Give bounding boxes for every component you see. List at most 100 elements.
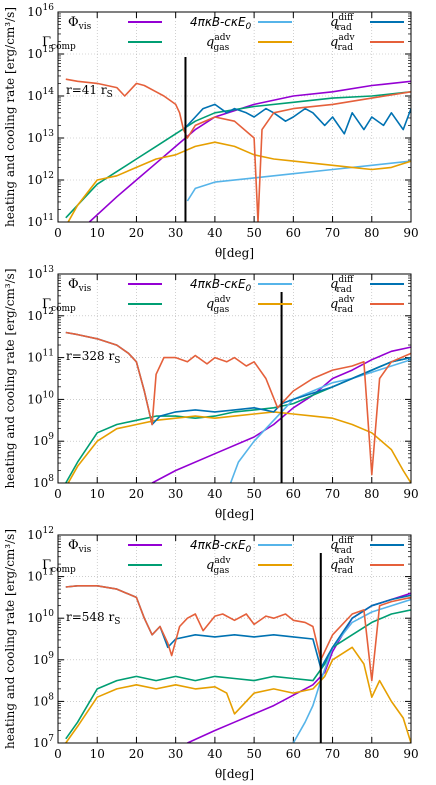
series-line-vis xyxy=(88,80,411,222)
legend-label-qadv: qadv rad xyxy=(330,295,355,315)
x-tick-label: 0 xyxy=(54,747,62,761)
y-axis-label: heating and cooling rate [erg/cm³/s] xyxy=(3,269,17,489)
chart-panel-1: 0 10 20 30 40 50 60 70 80 90 1011 1012 1013 1014 1015 1… xyxy=(3,3,419,260)
grid xyxy=(58,12,411,222)
x-tick-label: 60 xyxy=(286,747,301,761)
legend-label-qdiff: qdiff rad xyxy=(330,275,354,295)
series-line-vis xyxy=(151,346,411,483)
x-tick-label: 80 xyxy=(364,747,379,761)
x-tick-label: 40 xyxy=(207,487,222,501)
y-tick-label: 109 xyxy=(33,432,54,448)
y-tick-label: 1015 xyxy=(27,45,54,61)
y-tick-label: 1010 xyxy=(27,390,54,406)
x-tick-label: 30 xyxy=(168,487,183,501)
x-tick-label: 50 xyxy=(246,487,261,501)
y-tick-label: 107 xyxy=(33,734,54,750)
x-tick-label: 60 xyxy=(286,226,301,240)
x-tick-label: 50 xyxy=(246,226,261,240)
x-tick-label: 40 xyxy=(207,226,222,240)
series-line-qgas xyxy=(67,141,411,222)
plot-frame xyxy=(57,11,412,223)
x-axis-label: θ[deg] xyxy=(215,507,254,521)
series-line-rad xyxy=(292,598,411,743)
x-tick-label: 0 xyxy=(54,487,62,501)
series-group xyxy=(65,584,411,743)
x-tick-label: 90 xyxy=(403,747,418,761)
x-tick-label: 70 xyxy=(325,226,340,240)
plot-frame xyxy=(57,273,412,484)
y-tick-label: 1011 xyxy=(27,213,54,229)
series-line-qgas xyxy=(67,411,411,483)
x-tick-label: 70 xyxy=(325,747,340,761)
series-line-qgas xyxy=(65,646,411,743)
legend-label-comp: Γcomp xyxy=(42,558,76,575)
x-tick-label: 20 xyxy=(129,487,144,501)
legend-label-qgas: qadv gas xyxy=(206,33,231,53)
x-tick-label: 40 xyxy=(207,747,222,761)
y-tick-label: 1011 xyxy=(27,349,54,365)
x-tick-label: 10 xyxy=(90,226,105,240)
y-tick-label: 1012 xyxy=(27,526,54,542)
legend-label-qadv: qadv rad xyxy=(330,556,355,576)
x-tick-label: 0 xyxy=(54,226,62,240)
x-tick-label: 10 xyxy=(90,487,105,501)
x-axis-label: θ[deg] xyxy=(215,246,254,260)
legend-label-qgas: qadv gas xyxy=(206,295,231,315)
legend-label-comp: Γcomp xyxy=(42,35,76,52)
chart-panel-2: 0 10 20 30 40 50 60 70 80 90 108 109 1010 1011 1012 101… xyxy=(3,265,419,521)
series-line-qadv xyxy=(65,584,411,682)
x-tick-label: 80 xyxy=(364,487,379,501)
series-line-qadv xyxy=(65,78,411,222)
y-tick-label: 1014 xyxy=(27,87,54,103)
radius-label: r=328 rS xyxy=(66,349,120,366)
y-tick-label: 1012 xyxy=(27,307,54,323)
series-line-comp xyxy=(65,609,411,740)
series-line-rad xyxy=(186,160,411,202)
legend-label-rad: 4πκB-cκE0 xyxy=(190,277,252,294)
y-axis-label: heating and cooling rate [erg/cm³/s] xyxy=(3,7,17,227)
minor-ticks xyxy=(58,275,411,471)
x-tick-label: 30 xyxy=(168,226,183,240)
x-tick-label: 70 xyxy=(325,487,340,501)
y-tick-label: 1012 xyxy=(27,171,54,187)
x-tick-label: 90 xyxy=(403,226,418,240)
grid xyxy=(58,274,411,483)
x-tick-label: 20 xyxy=(129,747,144,761)
series-line-qdiff xyxy=(182,103,411,135)
legend-label-qadv: qadv rad xyxy=(330,33,355,53)
chart-panel-3: 0 10 20 30 40 50 60 70 80 90 107 108 109 1010 1011 1012… xyxy=(3,526,419,781)
x-tick-label: 80 xyxy=(364,226,379,240)
radius-label: r=548 rS xyxy=(66,610,120,627)
y-tick-label: 108 xyxy=(33,474,54,490)
x-tick-label: 30 xyxy=(168,747,183,761)
legend-label-vis: Φvis xyxy=(68,15,92,32)
legend-label-qdiff: qdiff rad xyxy=(330,13,354,33)
legend-label-qgas: qadv gas xyxy=(206,556,231,576)
legend-label-rad: 4πκB-cκE0 xyxy=(190,538,252,555)
plot-frame xyxy=(57,534,412,744)
y-tick-label: 1010 xyxy=(27,609,54,625)
legend-label-vis: Φvis xyxy=(68,277,92,294)
legend-label-comp: Γcomp xyxy=(42,297,76,314)
x-tick-label: 50 xyxy=(246,747,261,761)
x-tick-label: 60 xyxy=(286,487,301,501)
y-tick-label: 1011 xyxy=(27,568,54,584)
legend-label-vis: Φvis xyxy=(68,538,92,555)
series-line-rad xyxy=(229,358,411,483)
y-tick-label: 1013 xyxy=(27,129,54,145)
series-line-vis xyxy=(187,592,411,743)
series-group xyxy=(65,331,411,483)
y-tick-label: 109 xyxy=(33,651,54,667)
y-tick-label: 108 xyxy=(33,692,54,708)
x-axis-label: θ[deg] xyxy=(215,767,254,781)
x-tick-label: 10 xyxy=(90,747,105,761)
series-group xyxy=(65,78,411,222)
legend-label-qdiff: qdiff rad xyxy=(330,536,354,556)
x-tick-label: 90 xyxy=(403,487,418,501)
radius-label: r=41 rS xyxy=(66,83,113,100)
y-tick-label: 1013 xyxy=(27,265,54,281)
